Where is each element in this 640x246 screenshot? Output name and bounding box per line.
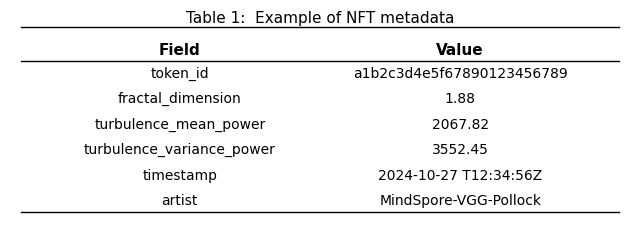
- Text: token_id: token_id: [150, 67, 209, 81]
- Text: fractal_dimension: fractal_dimension: [118, 92, 242, 106]
- Text: 2067.82: 2067.82: [431, 118, 489, 132]
- Text: 2024-10-27 T12:34:56Z: 2024-10-27 T12:34:56Z: [378, 169, 542, 183]
- Text: Value: Value: [436, 43, 484, 58]
- Text: turbulence_mean_power: turbulence_mean_power: [94, 118, 266, 132]
- Text: turbulence_variance_power: turbulence_variance_power: [84, 143, 276, 157]
- Text: Field: Field: [159, 43, 201, 58]
- Text: MindSpore-VGG-Pollock: MindSpore-VGG-Pollock: [379, 194, 541, 208]
- Text: 1.88: 1.88: [445, 92, 476, 106]
- Text: 3552.45: 3552.45: [432, 143, 488, 157]
- Text: a1b2c3d4e5f67890123456789: a1b2c3d4e5f67890123456789: [353, 67, 568, 81]
- Text: Table 1:  Example of NFT metadata: Table 1: Example of NFT metadata: [186, 11, 454, 26]
- Text: timestamp: timestamp: [142, 169, 218, 183]
- Text: artist: artist: [162, 194, 198, 208]
